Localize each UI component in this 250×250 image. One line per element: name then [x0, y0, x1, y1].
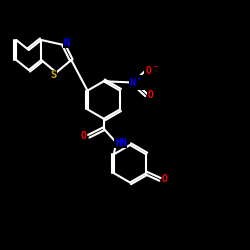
Text: HN: HN: [115, 138, 127, 147]
Text: S: S: [50, 70, 57, 81]
Text: O: O: [148, 90, 154, 100]
Text: O: O: [162, 174, 168, 184]
Text: O$^-$: O$^-$: [144, 64, 159, 76]
Text: N: N: [64, 38, 70, 48]
Text: N$^+$: N$^+$: [129, 76, 143, 89]
Text: O: O: [81, 131, 87, 141]
